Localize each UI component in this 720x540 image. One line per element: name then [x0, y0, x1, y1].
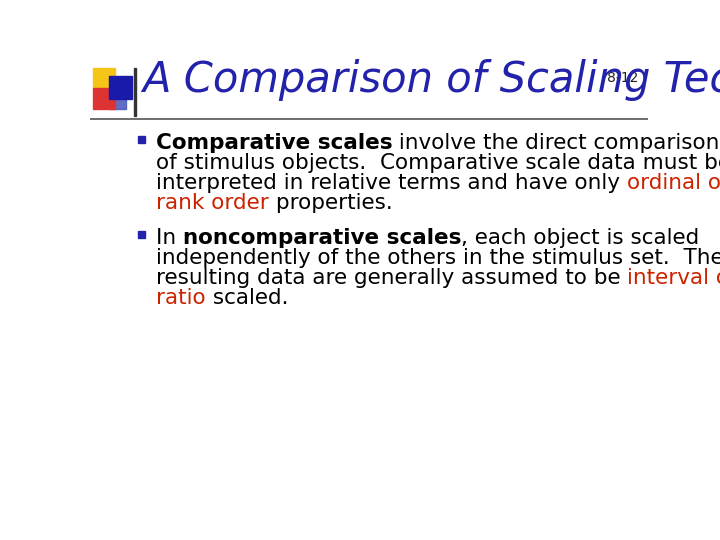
Text: involve the direct comparison: involve the direct comparison [392, 132, 720, 153]
Text: In: In [156, 228, 183, 248]
Text: ratio: ratio [156, 288, 205, 308]
Text: scaled.: scaled. [205, 288, 288, 308]
Text: of stimulus objects.  Comparative scale data must be: of stimulus objects. Comparative scale d… [156, 153, 720, 173]
Bar [138, 136, 145, 143]
Bar [134, 68, 136, 116]
Text: 8-12: 8-12 [608, 71, 639, 85]
Text: ordinal or: ordinal or [626, 173, 720, 193]
Text: interval or: interval or [627, 268, 720, 288]
Text: independently of the others in the stimulus set.  The: independently of the others in the stimu… [156, 248, 720, 268]
Text: Comparative scales: Comparative scales [156, 132, 392, 153]
Text: interpreted in relative terms and have only: interpreted in relative terms and have o… [156, 173, 626, 193]
Bar [138, 231, 145, 238]
Bar [109, 97, 126, 110]
Text: properties.: properties. [269, 193, 392, 213]
Bar [93, 88, 114, 110]
Text: A Comparison of Scaling Techniques: A Comparison of Scaling Techniques [143, 59, 720, 101]
Text: noncomparative scales: noncomparative scales [183, 228, 462, 248]
Bar [109, 76, 132, 99]
Text: resulting data are generally assumed to be: resulting data are generally assumed to … [156, 268, 627, 288]
Text: , each object is scaled: , each object is scaled [462, 228, 700, 248]
Bar [93, 68, 114, 90]
Text: rank order: rank order [156, 193, 269, 213]
